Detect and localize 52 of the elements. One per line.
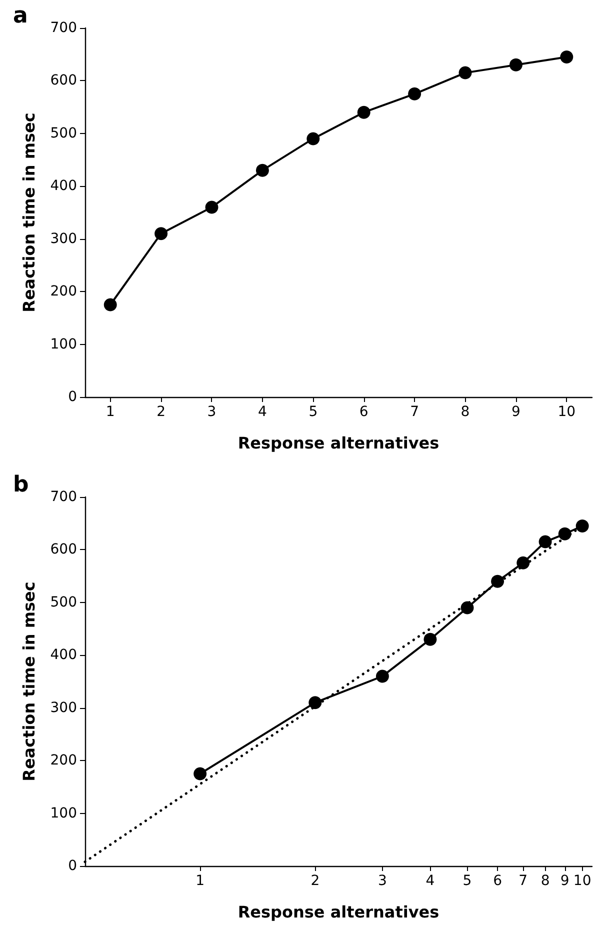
point — [408, 87, 422, 100]
x-tick-label: 5 — [462, 873, 472, 889]
x-tick-label: 6 — [359, 404, 368, 420]
y-tick-label: 100 — [50, 336, 77, 352]
x-axis-title: Response alternatives — [238, 902, 440, 922]
y-axis-title: Reaction time in msec — [20, 112, 38, 312]
x-tick-label: 8 — [460, 404, 470, 420]
y-tick-label: 200 — [50, 752, 77, 769]
x-tick-label: 10 — [573, 873, 592, 889]
point — [560, 50, 574, 64]
chart-title: b — [13, 472, 29, 498]
y-tick-label: 700 — [50, 20, 77, 36]
y-tick-label: 100 — [50, 805, 77, 822]
y-tick-label: 0 — [68, 389, 77, 405]
point — [509, 58, 522, 72]
x-tick-label: 3 — [207, 404, 216, 420]
x-tick-label: 8 — [540, 873, 550, 889]
x-tick-label: 7 — [518, 873, 528, 889]
y-tick-label: 300 — [50, 700, 77, 716]
point — [104, 298, 117, 312]
x-tick-label: 1 — [196, 873, 205, 889]
point — [205, 200, 218, 214]
point — [458, 66, 472, 80]
y-tick-label: 600 — [50, 542, 77, 558]
y-tick-label: 400 — [50, 647, 77, 664]
y-tick-label: 500 — [50, 594, 77, 610]
y-tick-label: 0 — [68, 858, 77, 874]
x-tick-label: 9 — [560, 873, 570, 889]
x-tick-label: 2 — [310, 873, 320, 889]
x-tick-label: 3 — [378, 873, 387, 889]
x-tick-label: 9 — [511, 404, 520, 420]
x-tick-label: 4 — [258, 404, 267, 420]
chart-title: a — [13, 4, 28, 28]
y-tick-label: 600 — [50, 72, 77, 89]
y-tick-label: 300 — [50, 230, 77, 247]
point — [154, 227, 168, 240]
point — [357, 106, 370, 119]
x-tick-label: 5 — [308, 404, 318, 420]
x-tick-label: 10 — [558, 404, 576, 420]
x-tick-label: 4 — [426, 873, 435, 889]
y-tick-label: 200 — [50, 284, 77, 300]
x-tick-label: 6 — [493, 873, 502, 889]
y-axis-title: Reaction time in msec — [20, 582, 38, 782]
x-tick-label: 1 — [106, 404, 115, 420]
point — [306, 132, 320, 146]
y-tick-label: 500 — [50, 125, 77, 142]
x-tick-label: 7 — [410, 404, 420, 420]
x-tick-label: 2 — [156, 404, 166, 420]
point — [256, 164, 269, 177]
y-tick-label: 700 — [50, 489, 77, 505]
y-tick-label: 400 — [50, 178, 77, 194]
x-axis-title: Response alternatives — [238, 434, 440, 452]
